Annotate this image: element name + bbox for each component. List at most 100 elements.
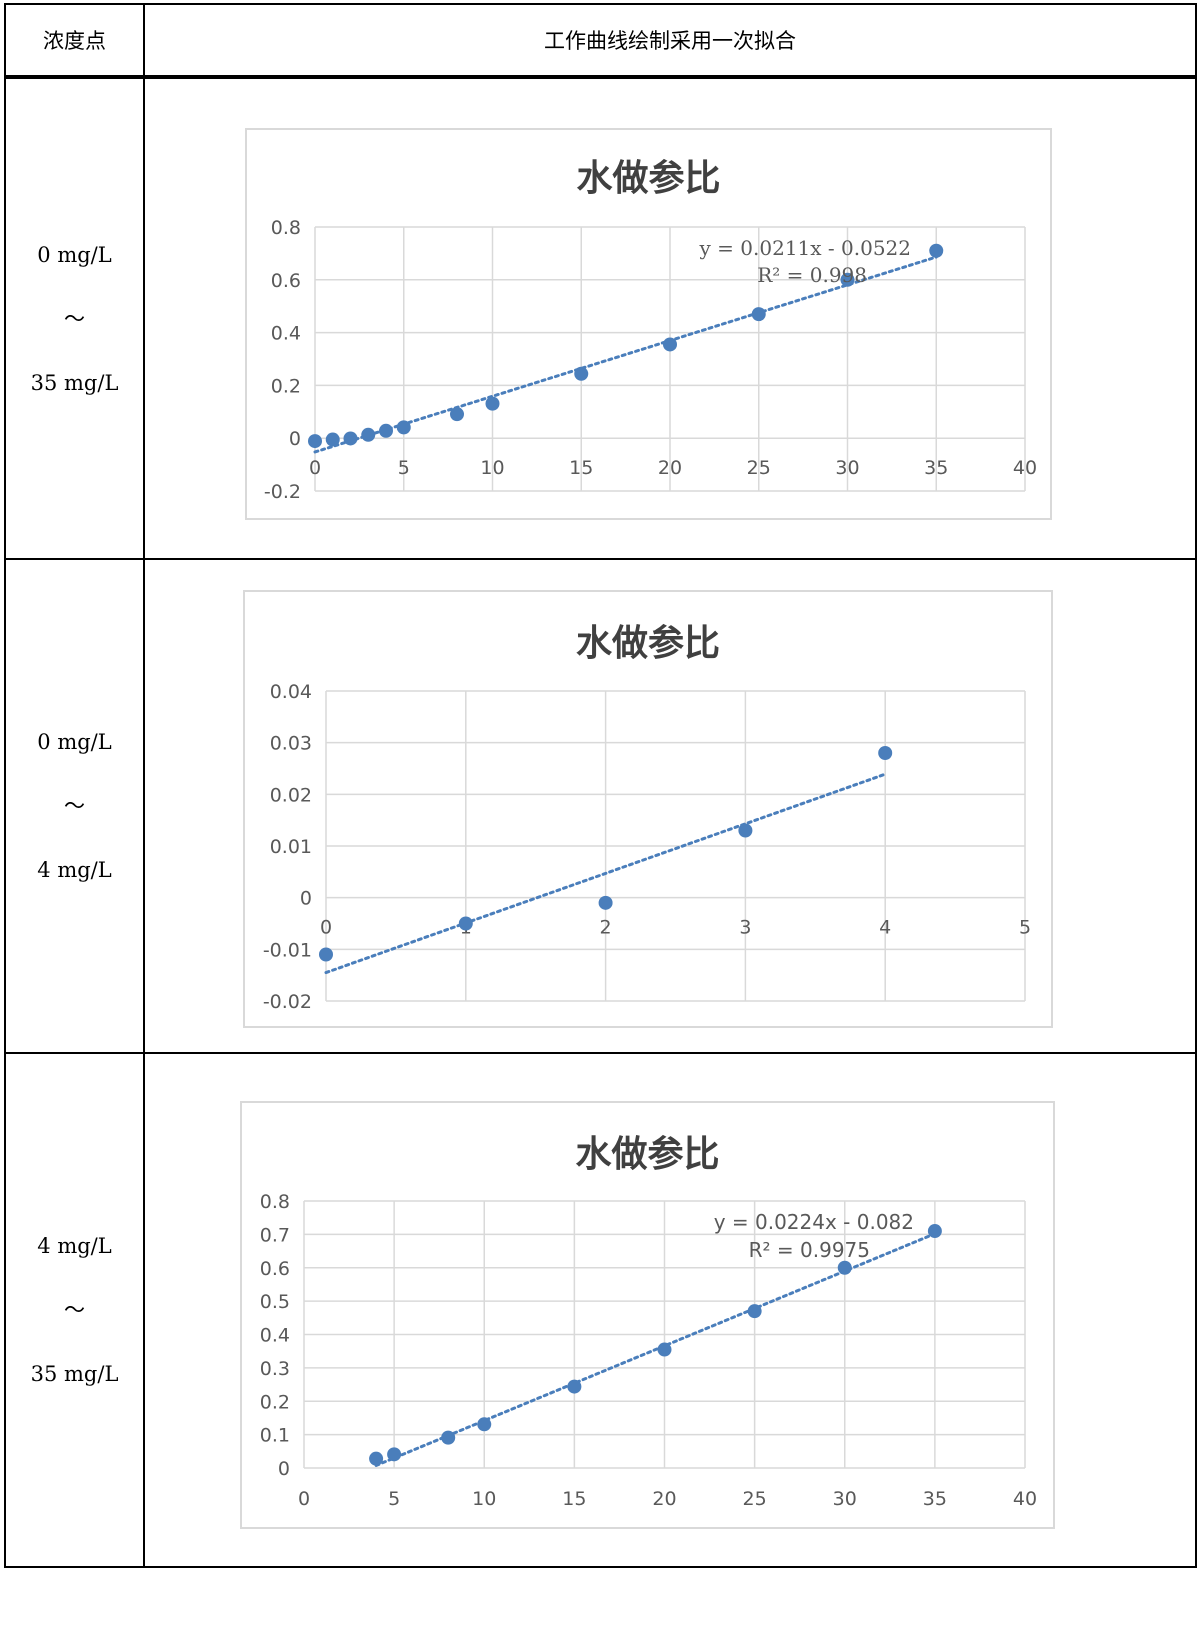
x-tick-label: 30 [835, 457, 859, 479]
x-tick-label: 15 [562, 1488, 586, 1510]
data-point [878, 746, 893, 760]
data-point [458, 916, 473, 931]
data-point [369, 1451, 384, 1466]
data-point [738, 823, 753, 838]
chart-title: 水做参比 [576, 623, 720, 664]
range-cell: 0 mg/L ～ 35 mg/L [4, 76, 145, 560]
x-tick-label: 35 [924, 457, 948, 479]
x-tick-label: 0 [298, 1488, 310, 1510]
y-tick-label: 0.1 [260, 1425, 290, 1447]
data-point [567, 1379, 582, 1394]
data-point [477, 1417, 492, 1432]
scatter-chart-1: 水做参比 -0.2 0 0.2 0.4 0.6 0.8 0 5 10 15 20 25 30 35 40 y =… [245, 128, 1052, 520]
y-tick-label: 0.03 [270, 733, 312, 755]
trendline-equation: y = 0.0211x - 0.0522 [699, 236, 911, 260]
data-point [657, 1342, 672, 1357]
y-tick-label: 0.4 [260, 1325, 290, 1347]
range-to: 4 mg/L [37, 858, 112, 882]
y-tick-label: 0.2 [271, 375, 301, 397]
y-tick-label: 0.8 [260, 1191, 290, 1213]
range-cell: 0 mg/L ～ 4 mg/L [4, 558, 145, 1054]
range-tilde: ～ [64, 794, 85, 818]
chart-cell: 水做参比 -0.2 0 0.2 0.4 0.6 0.8 0 5 10 15 20 25 30 35 40 y =… [143, 76, 1197, 560]
y-tick-label: 0.6 [271, 270, 301, 292]
trendline [324, 772, 887, 975]
x-tick-label: 15 [569, 457, 593, 479]
range-to: 35 mg/L [30, 370, 119, 395]
data-point [598, 895, 613, 910]
data-point [574, 366, 589, 381]
y-tick-label: 0 [278, 1458, 290, 1480]
x-tick-label: 5 [388, 1488, 400, 1510]
y-tick-label: -0.2 [264, 481, 301, 503]
range-tilde: ～ [64, 1298, 85, 1322]
data-point [343, 431, 358, 446]
data-point [325, 432, 340, 447]
range-tilde: ～ [64, 306, 85, 331]
y-tick-label: 0.8 [271, 217, 301, 239]
data-point [840, 272, 855, 287]
x-tick-label: 35 [923, 1488, 947, 1510]
header-row: 浓度点 工作曲线绘制采用一次拟合 [4, 3, 1197, 79]
x-tick-label: 10 [480, 457, 504, 479]
x-tick-label: 10 [472, 1488, 496, 1510]
data-point [441, 1430, 456, 1445]
x-tick-label: 20 [652, 1488, 676, 1510]
data-point [450, 407, 464, 422]
scatter-chart-3: 水做参比 0 0.1 0.2 0.3 0.4 0.5 0.6 0.7 0.8 0 5 10 15 20 25 3… [240, 1101, 1055, 1529]
chart-title: 水做参比 [575, 1134, 719, 1175]
chart-cell: 水做参比 0 0.1 0.2 0.3 0.4 0.5 0.6 0.7 0.8 0 5 10 15 20 25 3… [143, 1052, 1197, 1568]
r-squared: R² = 0.998 [757, 263, 867, 287]
x-tick-label: 2 [600, 917, 612, 939]
data-point [747, 1304, 762, 1319]
x-tick-label: 25 [747, 457, 771, 479]
range-from: 0 mg/L [37, 730, 112, 754]
trendline-equation: y = 0.0224x - 0.082 [714, 1210, 914, 1234]
y-tick-label: 0 [289, 428, 301, 450]
r-squared: R² = 0.9975 [749, 1238, 870, 1262]
data-point [361, 427, 376, 442]
x-tick-label: 4 [879, 917, 891, 939]
range-to: 35 mg/L [30, 1362, 119, 1386]
data-point [485, 396, 500, 411]
x-tick-label: 40 [1013, 1488, 1037, 1510]
range-from: 0 mg/L [37, 242, 112, 267]
data-point [308, 434, 322, 449]
y-tick-label: 0.02 [270, 784, 312, 806]
chart-title: 水做参比 [576, 158, 720, 199]
data-point [319, 947, 333, 962]
trendline [313, 255, 938, 454]
x-tick-label: 5 [1019, 917, 1031, 939]
y-tick-label: 0.4 [271, 323, 301, 345]
y-tick-label: 0.7 [260, 1224, 290, 1246]
data-point [387, 1447, 402, 1462]
y-tick-label: -0.02 [263, 991, 312, 1013]
x-tick-label: 25 [743, 1488, 767, 1510]
table-row: 4 mg/L ～ 35 mg/L 水做参比 0 0.1 0.2 0.3 0.4 0.5 0.6… [4, 1052, 1197, 1568]
y-tick-label: 0.6 [260, 1258, 290, 1280]
x-tick-label: 20 [658, 457, 682, 479]
header-concentration: 浓度点 [4, 3, 145, 79]
x-tick-label: 3 [739, 917, 751, 939]
data-point [929, 243, 944, 258]
table-row: 0 mg/L ～ 4 mg/L 水做参比 -0.02 -0.01 0 0.01 0.02 0… [4, 558, 1197, 1054]
data-point [379, 423, 393, 438]
y-tick-label: 0.5 [260, 1291, 290, 1313]
data-point [396, 420, 411, 435]
data-point [663, 337, 677, 352]
range-from: 4 mg/L [37, 1234, 112, 1258]
y-tick-label: 0.2 [260, 1391, 290, 1413]
chart-area [245, 128, 1052, 520]
data-point [927, 1224, 942, 1239]
x-tick-label: 30 [833, 1488, 857, 1510]
results-table: 浓度点 工作曲线绘制采用一次拟合 0 mg/L ～ 35 mg/L 水做参比 -0… [4, 3, 1197, 1568]
y-tick-label: 0.01 [270, 836, 312, 858]
x-tick-label: 0 [309, 457, 321, 479]
y-tick-label: -0.01 [263, 939, 312, 961]
x-tick-label: 5 [398, 457, 410, 479]
data-point [751, 307, 766, 322]
y-tick-label: 0.04 [270, 681, 312, 703]
y-tick-label: 0 [300, 888, 312, 910]
